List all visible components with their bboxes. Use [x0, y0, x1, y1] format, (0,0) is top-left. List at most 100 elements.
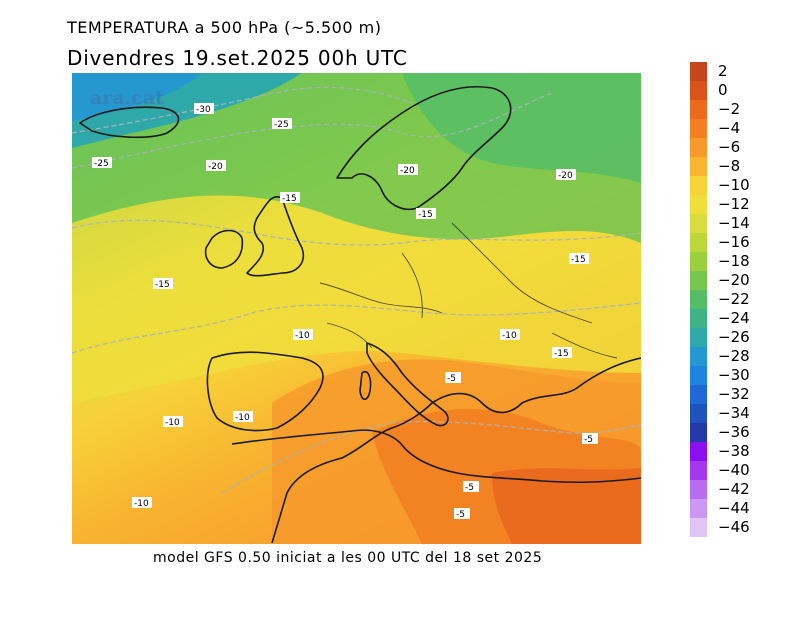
colorbar-swatch	[690, 385, 707, 404]
contour-labels: -30 -25 -25 -20 -20 -20 -15 -15 -15 -15 …	[92, 103, 598, 520]
contour-label: -15	[552, 347, 572, 359]
colorbar-level-label: −20	[718, 271, 750, 289]
contour-label: -10	[500, 329, 520, 341]
colorbar-swatch	[690, 214, 707, 233]
iceland-outline	[79, 106, 180, 139]
svg-text:-20: -20	[558, 171, 573, 181]
colorbar-level-label: −6	[718, 138, 741, 156]
colorbar-swatch	[690, 328, 707, 347]
coldest-region	[72, 73, 202, 121]
colorbar-swatch	[690, 252, 707, 271]
colorbar-swatch	[690, 195, 707, 214]
cool-east-region	[402, 73, 641, 183]
colorbar-level-label: −42	[718, 480, 750, 498]
colorbar-level-label: −8	[718, 157, 741, 175]
colorbar-swatch	[690, 309, 707, 328]
colorbar-level-label: −4	[718, 119, 741, 137]
svg-text:-20: -20	[400, 166, 415, 176]
svg-text:-5: -5	[584, 435, 593, 445]
svg-text:-10: -10	[502, 331, 517, 341]
contour-label: -25	[272, 118, 292, 130]
svg-text:-15: -15	[418, 210, 433, 220]
svg-text:-10: -10	[295, 331, 310, 341]
contour-label: -15	[569, 253, 589, 265]
contour-label: -15	[280, 192, 300, 204]
contour-label: -10	[163, 416, 183, 428]
colorbar-level-label: −22	[718, 290, 750, 308]
sardinia-corsica-outline	[359, 371, 372, 401]
map-title: TEMPERATURA a 500 hPa (~5.500 m)	[67, 18, 382, 37]
ireland-outline	[204, 229, 244, 269]
colorbar-level-label: −12	[718, 195, 750, 213]
colorbar-level-label: −38	[718, 442, 750, 460]
contour-label: -20	[206, 160, 226, 172]
colorbar-level-label: −26	[718, 328, 750, 346]
colorbar-level-label: −36	[718, 423, 750, 441]
temperature-map: ara.cat -30 -25 -25 -20 -20 -20 -15 -15 …	[72, 73, 641, 544]
colorbar-level-label: −32	[718, 385, 750, 403]
svg-text:-5: -5	[447, 374, 456, 384]
colorbar-level-label: −30	[718, 366, 750, 384]
colorbar-swatch	[690, 138, 707, 157]
colorbar-swatch	[690, 499, 707, 518]
colorbar-swatch	[690, 480, 707, 499]
colorbar-swatch	[690, 518, 707, 537]
north-africa-coast-outline	[231, 429, 641, 484]
country-borders	[319, 222, 618, 359]
contour-label: -25	[92, 157, 112, 169]
svg-text:-5: -5	[465, 483, 474, 493]
colorbar-swatch	[690, 176, 707, 195]
contour-label: -15	[416, 208, 436, 220]
colorbar-swatch	[690, 100, 707, 119]
mild-region	[72, 195, 641, 403]
colorbar-swatch	[690, 290, 707, 309]
colorbar-swatch	[690, 119, 707, 138]
svg-text:-15: -15	[571, 255, 586, 265]
colorbar-swatch	[690, 442, 707, 461]
svg-text:-10: -10	[235, 413, 250, 423]
contour-label: -10	[293, 329, 313, 341]
colorbar-swatch	[690, 366, 707, 385]
europe-coast-outline	[271, 357, 641, 544]
contour-label: -15	[153, 278, 173, 290]
contour-label: -30	[194, 103, 214, 115]
watermark-logo: ara.cat	[90, 87, 164, 109]
italy-outline	[366, 342, 449, 427]
colorbar-level-label: −2	[718, 100, 741, 118]
colorbar-swatch	[690, 404, 707, 423]
contour-label: -20	[398, 164, 418, 176]
svg-text:-15: -15	[554, 349, 569, 359]
svg-text:-15: -15	[282, 194, 297, 204]
svg-text:-20: -20	[208, 162, 223, 172]
colorbar-swatch	[690, 157, 707, 176]
colorbar-swatch	[690, 271, 707, 290]
colorbar-level-label: −28	[718, 347, 750, 365]
svg-text:-15: -15	[155, 280, 170, 290]
colorbar-level-label: −40	[718, 461, 750, 479]
isotherms	[72, 86, 641, 494]
svg-text:-30: -30	[196, 105, 211, 115]
svg-text:-10: -10	[165, 418, 180, 428]
scandinavia-outline	[336, 85, 512, 210]
colorbar-swatch	[690, 347, 707, 366]
colorbar-level-label: −16	[718, 233, 750, 251]
colorbar-swatch	[690, 81, 707, 100]
colorbar-swatch	[690, 461, 707, 480]
contour-label: -5	[463, 481, 479, 493]
colorbar-level-label: −46	[718, 518, 750, 536]
colorbar-level-label: −18	[718, 252, 750, 270]
iberia-outline	[206, 351, 324, 432]
colorbar-level-label: −24	[718, 309, 750, 327]
hottest-region	[492, 468, 641, 544]
model-footnote: model GFS 0.50 iniciat a les 00 UTC del …	[153, 550, 543, 566]
colorbar-level-label: −44	[718, 499, 750, 517]
colorbar-level-label: −10	[718, 176, 750, 194]
contour-label: -5	[582, 433, 598, 445]
svg-text:-25: -25	[274, 120, 289, 130]
svg-text:-10: -10	[134, 499, 149, 509]
colorbar-level-label: 0	[718, 81, 728, 99]
contour-label: -20	[556, 169, 576, 181]
contour-label: -10	[132, 497, 152, 509]
svg-text:-5: -5	[456, 510, 465, 520]
map-date: Divendres 19.set.2025 00h UTC	[67, 46, 408, 70]
